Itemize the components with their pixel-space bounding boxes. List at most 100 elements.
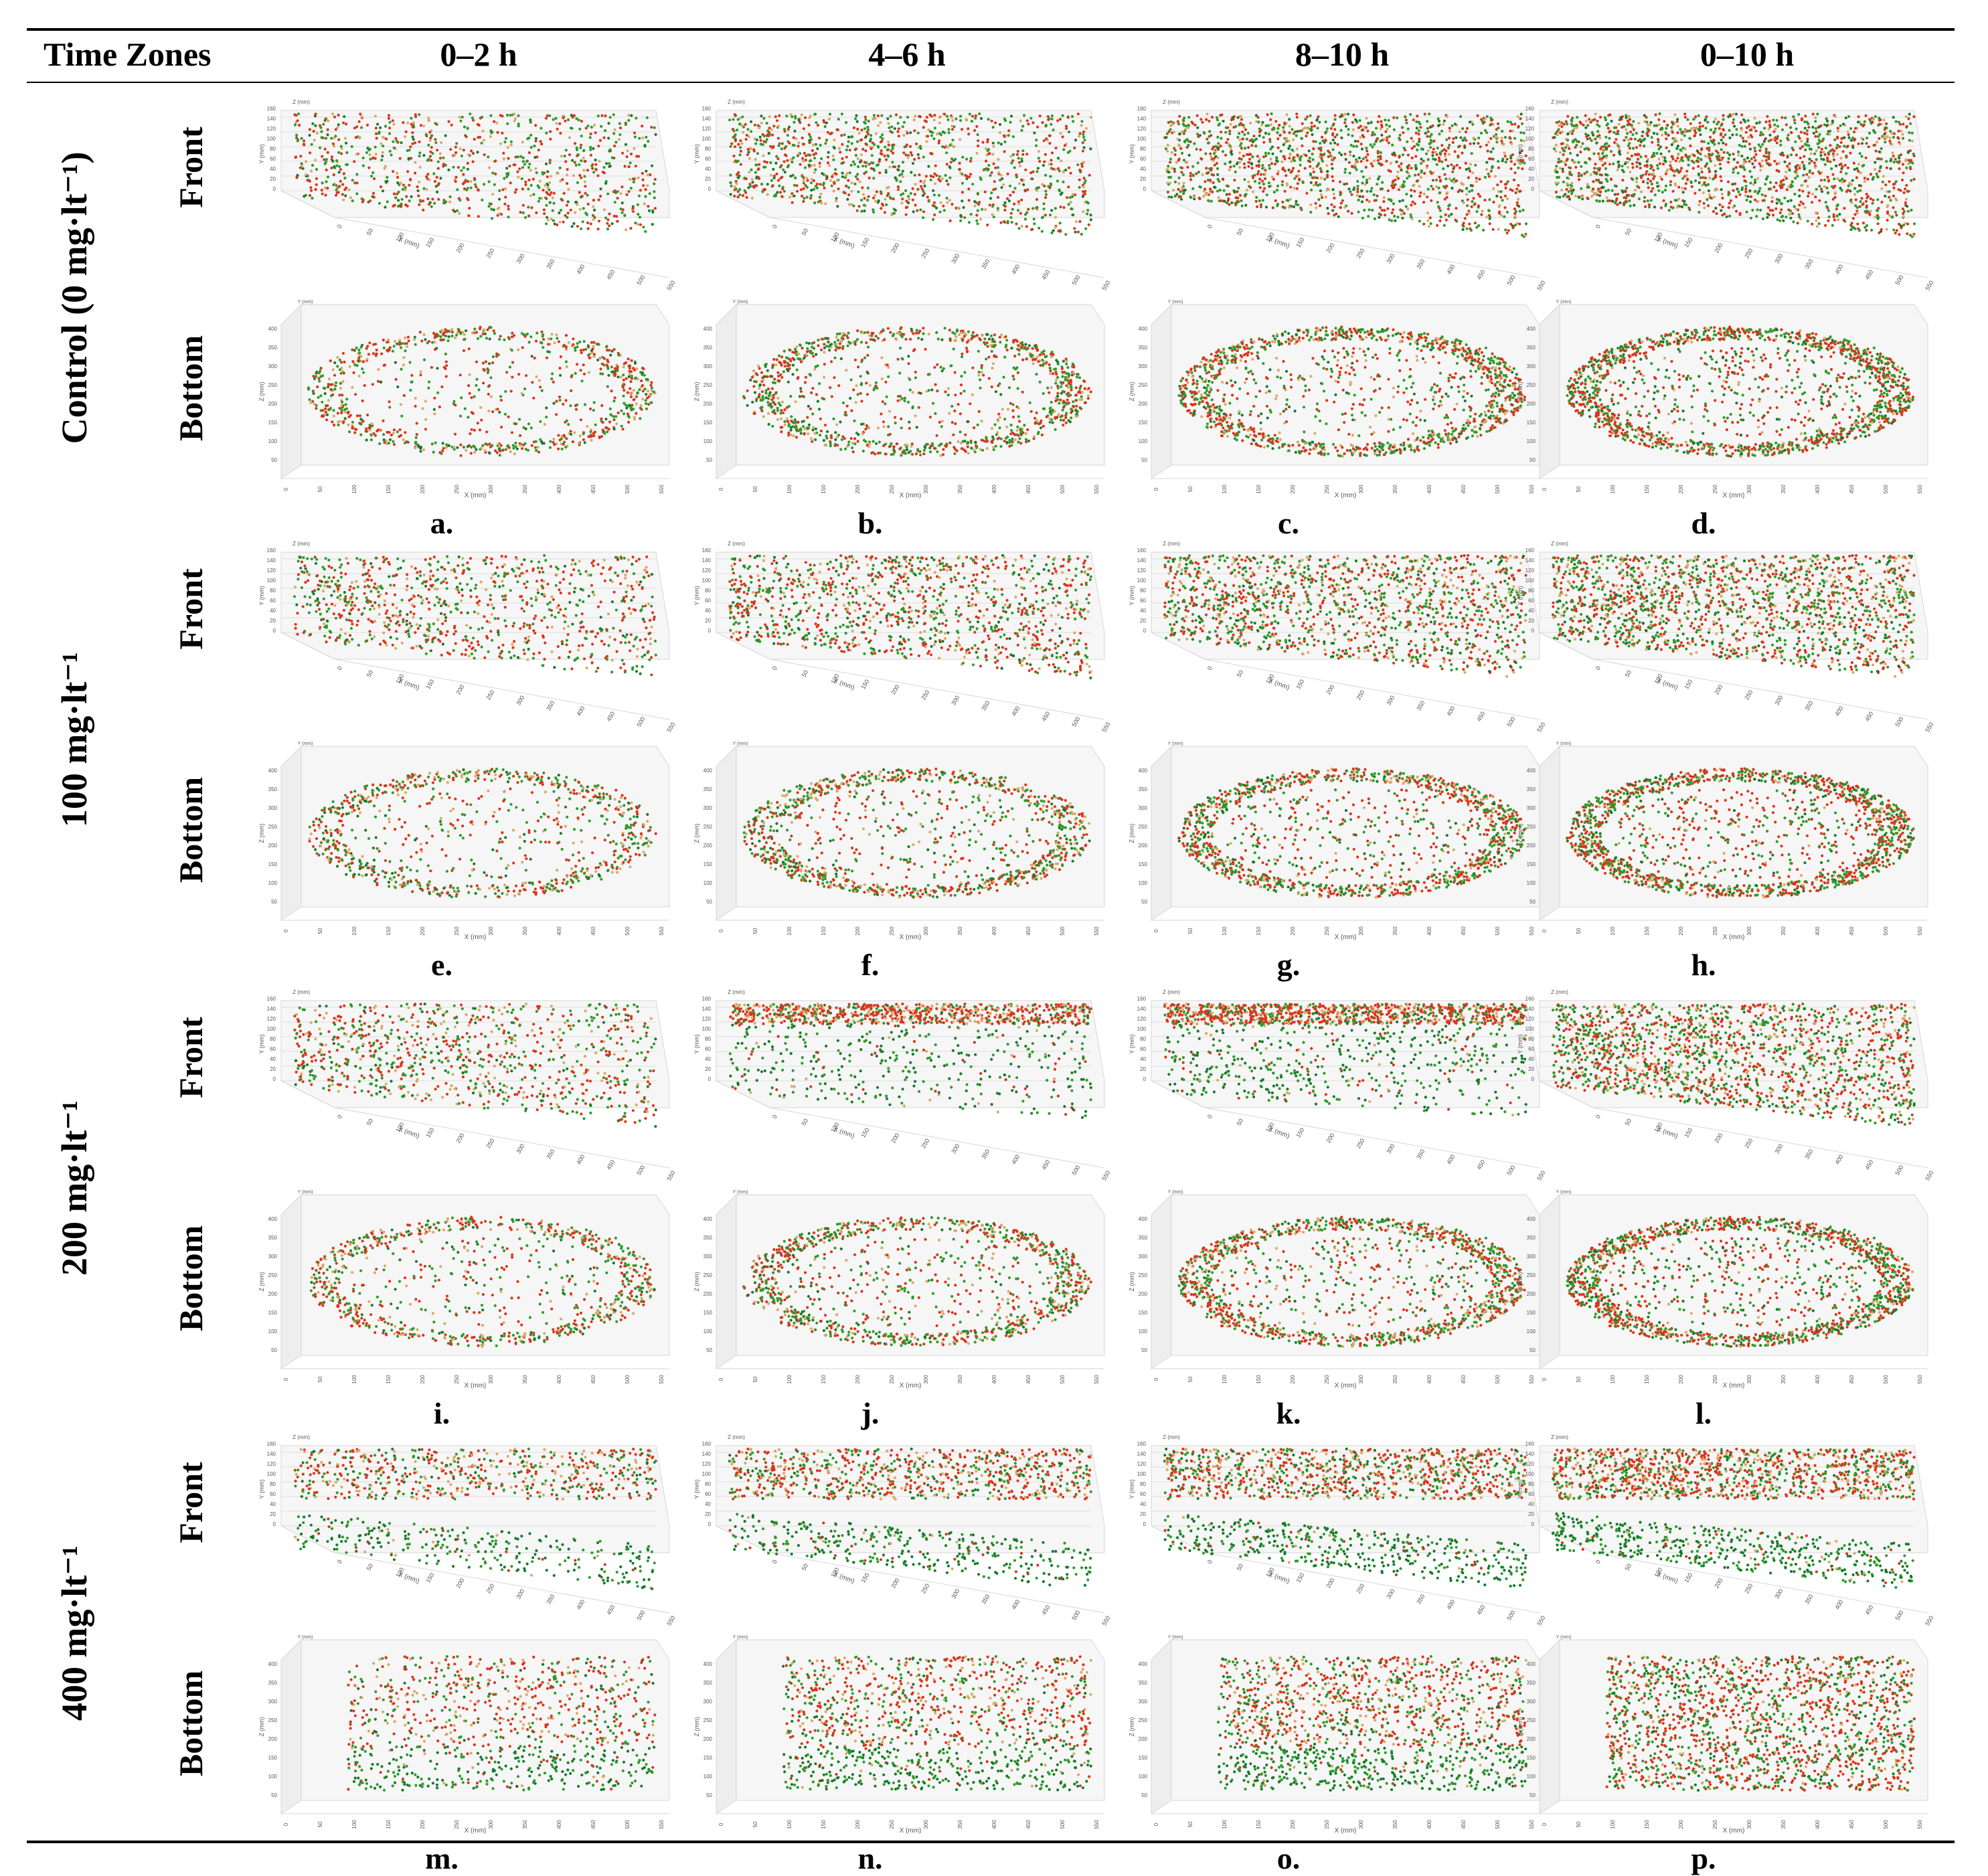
point [1321,196,1323,199]
point [1020,179,1023,181]
point [1051,151,1054,154]
point [987,164,990,167]
point [429,151,432,153]
point [483,369,486,371]
point [829,113,831,116]
point [633,178,635,181]
point [396,181,399,184]
point [435,347,438,349]
z-tick-label: 50 [271,457,277,463]
point [992,362,995,365]
point [742,194,744,197]
point [1043,161,1046,163]
point [851,446,853,449]
point [404,189,406,191]
point [612,113,615,116]
point [1049,214,1052,216]
point [1044,153,1047,156]
point [489,135,492,138]
point [1072,193,1074,195]
point [414,446,416,449]
point [493,332,496,335]
point [578,174,581,177]
point [767,412,770,415]
point [317,396,320,399]
x-axis-title: X (mm) [465,492,487,499]
point [326,414,329,416]
point [607,374,610,377]
point [1060,416,1062,418]
point [780,195,783,198]
point [809,114,812,117]
point [448,120,450,123]
point [338,165,341,168]
point [790,420,793,422]
point [1060,386,1062,388]
point [850,164,853,167]
x-tick-label: 50 [317,486,323,492]
point [613,145,616,147]
point [1351,121,1354,124]
point [1043,185,1046,187]
point [934,383,937,386]
point [877,124,880,127]
point [877,426,880,429]
point [992,145,995,148]
point [1011,208,1014,211]
point [555,413,558,416]
point [521,392,523,395]
point [645,393,647,396]
point [897,122,900,124]
point [965,450,967,453]
y-tick-label: 60 [705,156,711,162]
point [321,155,323,158]
point [1361,148,1363,151]
point [911,453,914,456]
point [463,126,466,129]
x-tick-label: 250 [485,247,495,259]
point [529,118,531,121]
point [914,183,917,185]
point [768,394,770,397]
point [1484,129,1487,132]
point [1499,196,1502,199]
point [891,131,894,134]
point [459,120,462,122]
point [1037,360,1040,363]
point [837,384,840,387]
point [1405,118,1408,121]
point [337,420,339,423]
point [902,175,904,178]
point [933,214,936,216]
point [1451,171,1454,173]
point [610,365,613,368]
point [549,159,552,161]
point [966,442,969,444]
point [365,358,368,361]
point [973,129,976,132]
point [958,333,961,336]
point [469,112,471,115]
point [836,333,839,335]
point [1011,221,1013,224]
point [778,379,780,382]
point [1177,120,1179,123]
point [522,204,525,207]
point [580,120,583,122]
point [861,359,863,361]
point [985,160,987,163]
point [905,214,908,216]
point [576,225,579,228]
point [562,116,564,119]
point [478,124,481,126]
point [762,117,765,120]
point [530,184,533,187]
point [891,161,894,163]
point [1306,131,1309,134]
point [758,163,760,166]
point [439,157,442,159]
point [635,155,638,157]
point [1445,219,1448,222]
point [586,194,589,197]
point [465,449,467,452]
